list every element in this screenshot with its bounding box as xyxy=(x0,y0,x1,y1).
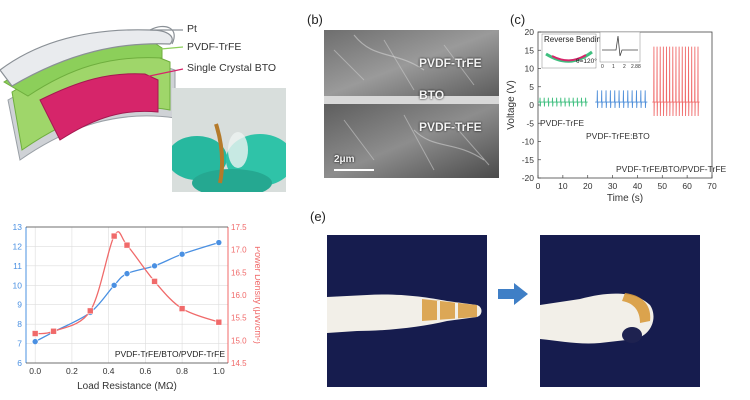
sem-image: PVDF-TrFE BTO PVDF-TrFE 2μm xyxy=(324,30,499,178)
x-tick-label: 0.6 xyxy=(139,366,151,376)
panel-label-b: (b) xyxy=(307,12,323,27)
left-tick-label: 8 xyxy=(17,319,22,329)
inset-bto-layer xyxy=(551,54,587,62)
inset-tick-label: 1 xyxy=(612,64,615,70)
sem-region-bto: BTO xyxy=(419,88,445,102)
x-tick-label: 0.0 xyxy=(29,366,41,376)
y-tick-label: 15 xyxy=(525,45,535,55)
x-tick-label: 1.0 xyxy=(213,366,225,376)
annotation-sandwich: PVDF-TrFE/BTO/PVDF-TrFE xyxy=(115,349,226,359)
x-tick-label: 0 xyxy=(536,181,541,191)
inset-waveform xyxy=(602,35,638,57)
inset-tick-label: 0 xyxy=(601,64,604,70)
layer-label-bto: Single Crystal BTO xyxy=(187,62,277,74)
right-tick-label: 14.5 xyxy=(231,359,247,368)
point-power-7 xyxy=(215,318,223,326)
left-tick-label: 6 xyxy=(17,358,22,368)
annotation-pvdf: PVDF-TrFE xyxy=(540,118,584,128)
x-tick-label: 40 xyxy=(633,181,643,191)
sem-region-top: PVDF-TrFE xyxy=(419,56,482,70)
x-tick-label: 70 xyxy=(707,181,717,191)
x-tick-label: 0.2 xyxy=(66,366,78,376)
layer-label-pvdf: PVDF-TrFE xyxy=(187,41,242,53)
x-axis-label: Time (s) xyxy=(607,193,643,204)
inset-angle: θ=120° xyxy=(576,57,597,65)
point-power-0 xyxy=(31,330,39,337)
y-tick-label: -20 xyxy=(522,173,535,183)
y-tick-label: -5 xyxy=(526,118,534,128)
series-line-2 xyxy=(652,46,700,116)
x-tick-label: 0.4 xyxy=(103,366,115,376)
sem-region-bottom: PVDF-TrFE xyxy=(419,120,482,134)
y-axis-label: Voltage (V) xyxy=(506,80,517,129)
x-tick-label: 20 xyxy=(583,181,593,191)
left-tick-label: 9 xyxy=(17,300,22,310)
panel-d: 6 7 8 9 10 11 12 13 14.5 15.0 15.5 16.0 16.5 17.0 17.5… xyxy=(0,215,260,400)
left-tick-label: 7 xyxy=(17,339,22,349)
point-voltage-5 xyxy=(151,262,158,270)
panel-label-e: (e) xyxy=(310,209,326,224)
y-tick-label: 0 xyxy=(529,100,534,110)
panel-a: Pt PVDF-TrFE Single Crystal BTO xyxy=(0,0,300,200)
series-line-0 xyxy=(34,241,220,343)
right-tick-label: 15.5 xyxy=(231,314,247,323)
left-tick-label: 11 xyxy=(13,261,22,271)
y-tick-label: 5 xyxy=(529,82,534,92)
inset-tick-label: 2.88 xyxy=(631,64,641,70)
panel-e: (e) xyxy=(300,205,750,400)
series-line-0 xyxy=(538,97,588,107)
y-tick-label: -15 xyxy=(522,155,535,165)
hand-photo-straight xyxy=(327,235,487,387)
right-axis-label: Power Density (μW/cm²) xyxy=(253,246,260,344)
right-tick-label: 15.0 xyxy=(231,336,247,345)
annotation-sandwich: PVDF-TrFE/BTO/PVDF-TrFE xyxy=(616,164,727,174)
panel-c: (c) 20 15 10 5 0 -5 -10 -15 -20 0 10 20 30 40 50 60 70 Ti… xyxy=(500,0,750,210)
point-voltage-4 xyxy=(123,270,131,277)
point-power-2 xyxy=(86,307,94,315)
point-voltage-6 xyxy=(178,250,186,258)
power-chart: 6 7 8 9 10 11 12 13 14.5 15.0 15.5 16.0 16.5 17.0 17.5… xyxy=(13,222,260,392)
arrow-icon xyxy=(498,283,528,305)
x-axis-label: Load Resistance (MΩ) xyxy=(77,381,177,392)
sem-scale-bar-label: 2μm xyxy=(334,154,355,165)
inset-wave-frame xyxy=(599,31,641,63)
annotation-pvdf-bto: PVDF-TrFE:BTO xyxy=(586,131,650,141)
inset-tick-label: 2 xyxy=(623,64,626,70)
point-voltage-0 xyxy=(31,338,39,345)
left-tick-label: 13 xyxy=(13,222,23,232)
x-tick-label: 0.8 xyxy=(176,366,188,376)
point-voltage-7 xyxy=(215,239,223,246)
left-tick-label: 12 xyxy=(13,241,23,251)
x-tick-label: 60 xyxy=(682,181,692,191)
point-power-3 xyxy=(110,232,118,240)
left-tick-label: 10 xyxy=(13,280,23,290)
hand-photo-bent xyxy=(540,235,700,387)
right-tick-label: 17.5 xyxy=(231,223,247,232)
panel-label-c: (c) xyxy=(510,12,526,27)
layer-schematic xyxy=(0,25,184,161)
right-tick-label: 17.0 xyxy=(231,246,247,255)
x-tick-label: 10 xyxy=(558,181,568,191)
right-tick-label: 16.5 xyxy=(231,268,247,277)
series-line-1 xyxy=(595,90,648,108)
x-tick-label: 50 xyxy=(658,181,668,191)
y-tick-label: -10 xyxy=(522,137,535,147)
point-voltage-3 xyxy=(110,281,118,289)
layer-label-pt: Pt xyxy=(187,23,197,35)
y-tick-label: 20 xyxy=(525,27,535,37)
y-tick-label: 10 xyxy=(525,64,535,74)
inset-title: Reverse Bending xyxy=(544,35,605,44)
x-tick-label: 30 xyxy=(608,181,618,191)
point-power-5 xyxy=(151,278,158,285)
point-power-4 xyxy=(123,241,131,249)
point-power-6 xyxy=(178,305,186,312)
right-tick-label: 16.0 xyxy=(231,291,247,300)
device-photo xyxy=(172,88,286,192)
panel-b: (b) PVDF-TrFE xyxy=(300,0,505,200)
point-power-1 xyxy=(50,327,57,335)
